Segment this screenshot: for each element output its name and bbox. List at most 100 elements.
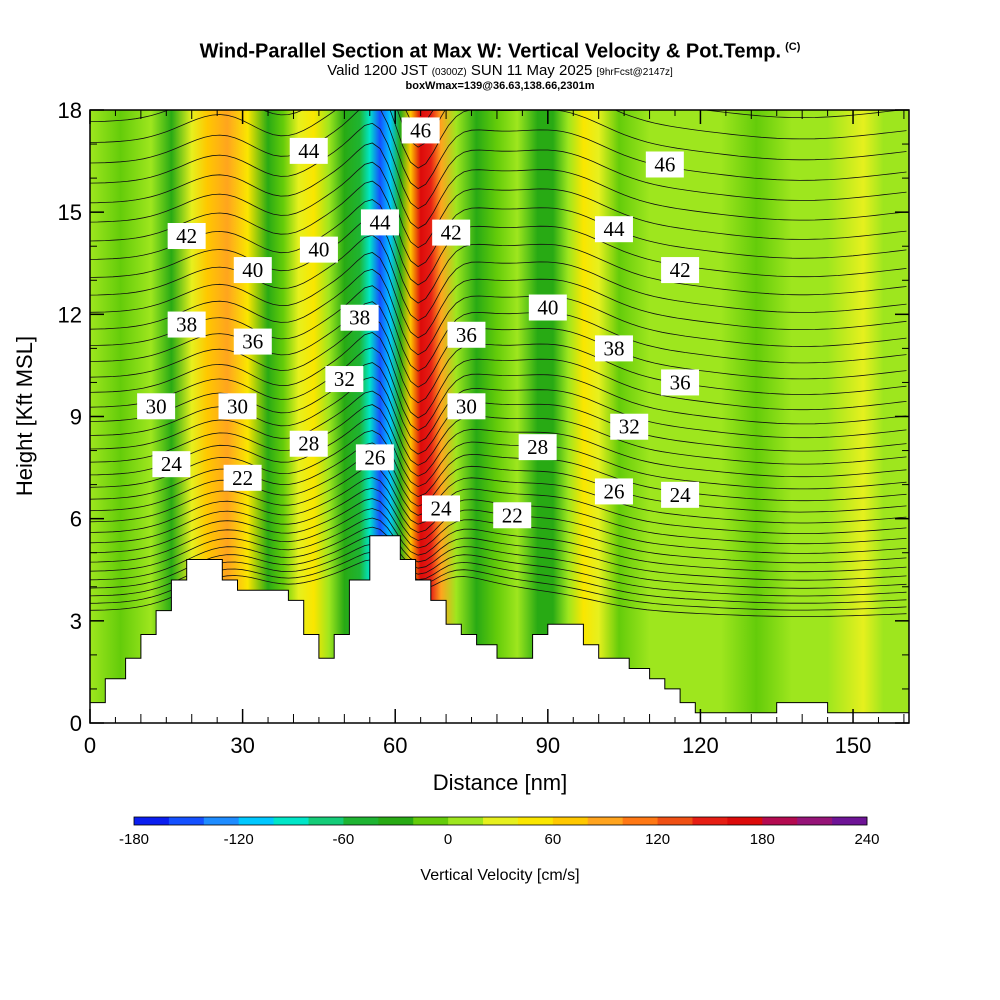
theta-contour: [90, 268, 907, 356]
contour-label-text: 36: [456, 323, 477, 347]
contour-label-bg: [594, 478, 633, 505]
theta-contour: [90, 252, 907, 339]
contour-label-bg: [422, 495, 460, 522]
y-tick-label: 9: [70, 405, 82, 430]
theta-contour: [90, 404, 907, 478]
contour-label: 42: [167, 223, 206, 250]
colorbar-swatch: [727, 817, 763, 825]
contour-label-bg: [432, 219, 471, 246]
colorbar-tick-label: 120: [645, 831, 670, 848]
contour-label: 32: [325, 366, 364, 393]
contour-label-text: 44: [369, 210, 391, 234]
contour-label-text: 36: [242, 330, 263, 354]
theta-contour: [90, 526, 907, 589]
contour-label: 26: [594, 478, 633, 505]
contour-label: 30: [137, 393, 176, 420]
theta-contour: [90, 535, 907, 597]
contour-label-text: 46: [654, 152, 675, 176]
theta-contour: [90, 0, 907, 37]
contour-label-text: 38: [349, 306, 370, 330]
contour-label-text: 40: [242, 258, 263, 282]
colorbar-tick-label: -180: [119, 831, 149, 848]
colorbar-tick-label: 180: [750, 831, 775, 848]
theta-contour: [90, 417, 907, 490]
colorbar-swatch: [343, 817, 379, 825]
theta-contour: [90, 301, 907, 388]
contour-label-text: 30: [146, 394, 167, 418]
contour-label: 46: [645, 151, 684, 178]
terrain-profile: [90, 535, 909, 723]
contour-label: 42: [432, 219, 471, 246]
contour-label: 28: [289, 430, 328, 457]
theta-contour: [90, 161, 907, 249]
theta-contour: [90, 390, 907, 466]
theta-contour: [90, 142, 907, 229]
contour-label-bg: [167, 311, 206, 338]
contour-label-text: 40: [537, 296, 558, 320]
x-tick-label: 0: [84, 733, 96, 758]
contour-label: 22: [493, 502, 532, 529]
theta-contour: [90, 551, 907, 611]
colorbar-swatch: [273, 817, 309, 825]
contour-label-bg: [645, 151, 684, 178]
contour-label-bg: [528, 294, 567, 321]
theta-contour-labels: 42 44 46 46 44 42 44 40 40 42 40 38 38 36 36 38 32 36 30 30…: [137, 117, 700, 529]
theta-contour: [90, 347, 907, 431]
contour-label-text: 32: [334, 367, 355, 391]
contour-label-text: 24: [670, 483, 692, 507]
contour-label-text: 44: [603, 217, 625, 241]
contour-label: 38: [594, 335, 633, 362]
theta-contour: [90, 217, 907, 304]
chart-title: Wind-Parallel Section at Max W: Vertical…: [199, 40, 801, 63]
contour-label-text: 30: [456, 394, 477, 418]
theta-contour: [90, 316, 907, 404]
colorbar-swatch: [134, 817, 170, 825]
contour-label-text: 38: [603, 336, 624, 360]
y-tick-label: 0: [70, 711, 82, 736]
contour-label: 46: [401, 117, 440, 144]
y-tick-label: 3: [70, 609, 82, 634]
contour-label-text: 32: [619, 415, 640, 439]
theta-contour: [90, 110, 907, 148]
theta-contour: [90, 465, 907, 535]
colorbar-swatch: [797, 817, 833, 825]
contour-label: 40: [528, 294, 567, 321]
contour-label-bg: [233, 328, 272, 355]
contour-label: 38: [167, 311, 206, 338]
theta-contour: [90, 430, 907, 502]
contour-label-text: 42: [176, 224, 197, 248]
theta-contour: [405, 110, 904, 127]
y-tick-label: 12: [58, 302, 82, 327]
theta-contour: [90, 0, 907, 60]
contour-label: 36: [447, 321, 486, 348]
theta-contour: [90, 110, 907, 190]
contour-label-bg: [355, 444, 394, 471]
contour-label-bg: [340, 304, 379, 331]
colorbar-swatch: [762, 817, 798, 825]
contour-label-text: 42: [670, 258, 691, 282]
contour-label-bg: [661, 257, 700, 284]
contour-label: 36: [233, 328, 272, 355]
colorbar-tick-label: 240: [854, 831, 879, 848]
colorbar-swatch: [552, 817, 589, 825]
contour-label-bg: [401, 117, 440, 144]
colorbar: -180 -120 -60 0 60 120 180 240: [119, 816, 880, 848]
contour-label: 30: [218, 393, 257, 420]
theta-contour: [90, 0, 907, 13]
title-block: Wind-Parallel Section at Max W: Vertical…: [90, 36, 910, 92]
colorbar-swatch: [483, 817, 519, 825]
contour-label-bg: [447, 321, 486, 348]
contour-label-text: 28: [298, 432, 319, 456]
contour-label-bg: [233, 257, 272, 284]
colorbar-frame: [133, 816, 868, 826]
colorbar-swatch: [238, 817, 275, 825]
colorbar-swatch: [587, 817, 624, 825]
colorbar-swatch: [448, 817, 484, 825]
colorbar-swatch: [832, 817, 868, 825]
contour-label: 24: [152, 451, 191, 478]
contour-label-bg: [167, 223, 206, 250]
contour-label-text: 42: [441, 221, 462, 245]
contour-label: 44: [360, 209, 399, 236]
x-tick-label: 60: [383, 733, 407, 758]
